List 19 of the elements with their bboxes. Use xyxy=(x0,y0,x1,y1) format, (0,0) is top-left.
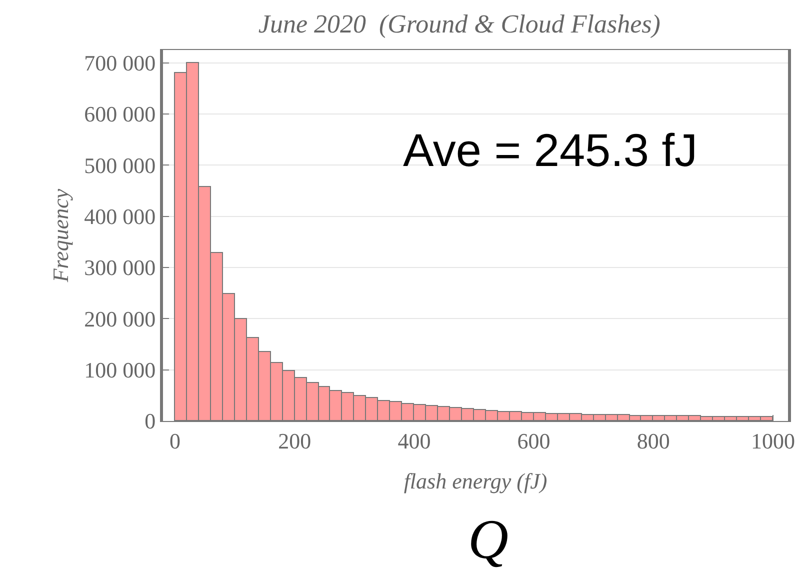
y-tick-label: 200 000 xyxy=(84,306,156,332)
x-tick-label: 400 xyxy=(398,428,431,454)
x-tick-label: 800 xyxy=(636,428,670,454)
y-axis-title: Frequency xyxy=(48,188,73,284)
x-tick-label: 1000 xyxy=(751,428,796,454)
y-tick-label: 700 000 xyxy=(84,50,156,76)
y-tick-label: 400 000 xyxy=(84,204,156,230)
x-axis-title: flash energy (fJ) xyxy=(404,468,548,494)
y-tick-label: 600 000 xyxy=(84,102,156,127)
annotation: Ave = 245.3 fJ xyxy=(403,124,698,176)
y-tick-label: 0 xyxy=(144,408,156,434)
x-tick-label: 200 xyxy=(278,428,312,454)
y-tick-label: 100 000 xyxy=(84,358,156,383)
y-tick-label: 300 000 xyxy=(84,255,156,280)
x-tick-label: 0 xyxy=(169,428,180,454)
y-tick-label: 500 000 xyxy=(84,152,156,178)
text: Q xyxy=(468,509,508,571)
chart-title: June 2020 (Ground & Cloud Flashes) xyxy=(258,9,660,38)
x-tick-label: 600 xyxy=(517,428,550,454)
